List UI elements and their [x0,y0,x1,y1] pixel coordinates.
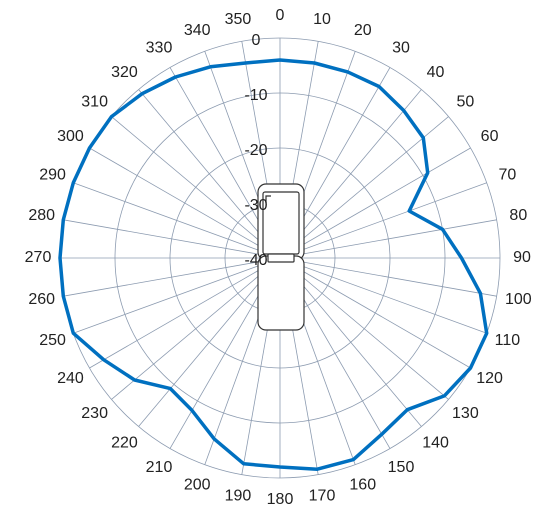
angle-label: 250 [39,332,66,349]
spoke [279,116,449,259]
spoke [138,257,281,427]
angle-label: 80 [509,207,527,224]
angle-label: 260 [28,291,55,308]
spoke [89,147,281,259]
angle-label: 300 [57,128,84,145]
spoke [279,182,487,259]
spoke [138,89,281,259]
r-tick-label: -30 [244,197,267,214]
spoke [63,219,281,259]
angle-label: 10 [313,11,331,28]
r-tick-label: -40 [244,252,267,269]
angle-label: 240 [57,370,84,387]
spoke [73,257,281,334]
angle-label: 180 [267,491,294,508]
spoke [111,257,281,400]
angle-label: 320 [111,64,138,81]
angle-label: 0 [276,7,285,24]
angle-label: 220 [111,435,138,452]
angle-label: 140 [422,435,449,452]
spoke [111,116,281,259]
angle-label: 30 [392,40,410,57]
r-tick-label: -10 [244,87,267,104]
angle-label: 150 [388,459,415,476]
spoke [279,257,487,334]
angle-label: 200 [184,477,211,494]
spoke [63,257,281,297]
angle-label: 20 [354,22,372,39]
angle-label: 290 [39,166,66,183]
spoke [279,219,497,259]
angle-label: 130 [452,405,479,422]
angle-label: 210 [146,459,173,476]
angle-label: 230 [81,405,108,422]
angle-label: 350 [225,11,252,28]
spoke [73,182,281,259]
phone-icon [257,183,305,331]
angle-label: 60 [481,128,499,145]
angle-label: 170 [309,488,336,505]
angle-label: 310 [81,94,108,111]
angle-label: 270 [25,249,52,266]
angle-label: 110 [495,332,521,349]
spoke [89,257,281,369]
spoke [279,147,471,259]
r-tick-label: 0 [252,32,261,49]
angle-label: 340 [184,22,211,39]
angle-label: 120 [476,370,503,387]
angle-label: 160 [349,477,376,494]
spoke [279,257,497,297]
angle-label: 190 [225,488,252,505]
angle-label: 100 [505,291,532,308]
r-tick-label: -20 [244,142,267,159]
spoke [279,257,471,369]
angle-label: 40 [427,64,445,81]
phone-hinge [267,253,295,263]
angle-label: 330 [146,40,173,57]
phone-mark [265,195,271,203]
angle-label: 280 [28,207,55,224]
spoke [279,257,449,400]
phone-screen [262,191,300,255]
angle-label: 70 [499,166,517,183]
pattern-trace [58,58,489,471]
angle-label: 50 [456,94,474,111]
angle-label: 90 [513,249,531,266]
